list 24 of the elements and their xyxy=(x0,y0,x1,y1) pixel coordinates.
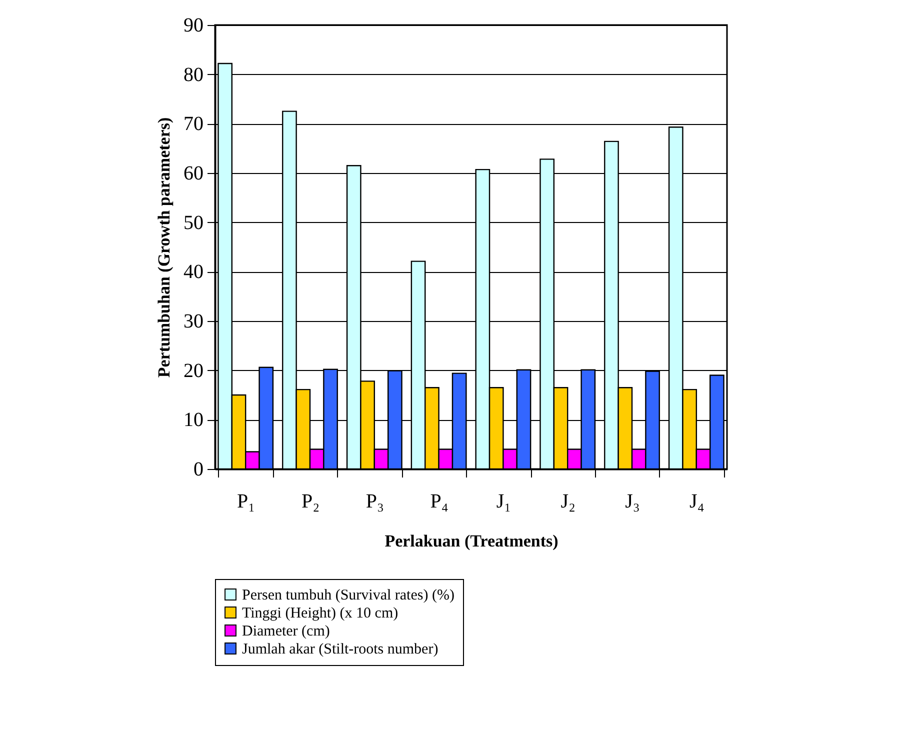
x-tick-label: P₁ xyxy=(237,490,256,512)
y-tick-label: 50 xyxy=(184,212,204,234)
x-tick-label: J₃ xyxy=(625,490,640,512)
legend-label: Tinggi (Height) (x 10 cm) xyxy=(242,606,398,622)
y-tick-label: 90 xyxy=(184,14,204,36)
y-tick-label: 0 xyxy=(194,458,204,480)
x-tick-label: J₄ xyxy=(690,490,704,512)
y-axis-title: Pertumbuhan (Growth parameters) xyxy=(154,117,174,378)
legend-label: Jumlah akar (Stilt-roots number) xyxy=(242,642,438,658)
x-tick-label: P₂ xyxy=(301,490,320,512)
y-tick-label: 30 xyxy=(184,310,204,332)
legend-label: Diameter (cm) xyxy=(242,624,330,640)
y-tick-label: 80 xyxy=(184,64,204,86)
x-tick-label: J₁ xyxy=(496,490,512,512)
x-tick-label: P₃ xyxy=(366,490,384,512)
y-tick-label: 20 xyxy=(184,360,204,382)
y-tick-label: 40 xyxy=(184,261,204,284)
legend-label: Persen tumbuh (Survival rates) (%) xyxy=(242,588,454,604)
x-tick-label: P₄ xyxy=(430,490,448,512)
y-tick-label: 70 xyxy=(184,113,204,136)
y-tick-label: 60 xyxy=(184,162,204,184)
y-tick-label: 10 xyxy=(184,409,204,432)
x-axis-title: Perlakuan (Treatments) xyxy=(384,532,558,550)
x-tick-label: J₂ xyxy=(560,490,576,512)
